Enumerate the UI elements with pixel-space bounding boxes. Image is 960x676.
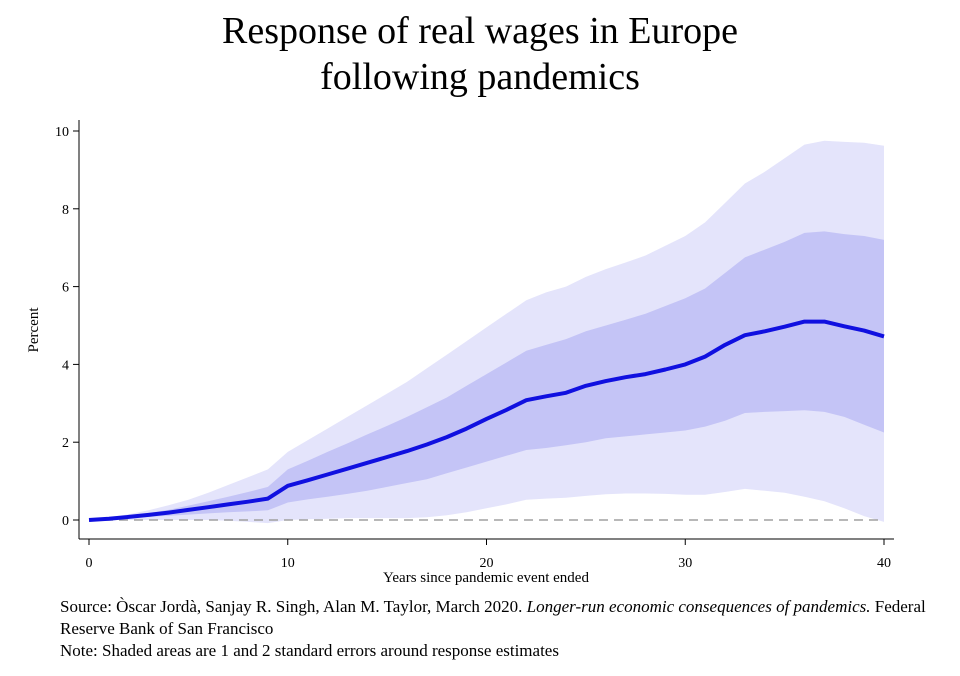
x-tick-label: 10 — [281, 556, 295, 571]
x-axis-label: Years since pandemic event ended — [383, 570, 589, 586]
y-tick-label: 8 — [62, 203, 69, 218]
source-citation: Source: Òscar Jordà, Sanjay R. Singh, Al… — [60, 596, 940, 640]
confidence-bands — [89, 140, 884, 524]
x-tick-label: 20 — [480, 556, 494, 571]
chart-source-notes: Source: Òscar Jordà, Sanjay R. Singh, Al… — [60, 596, 940, 662]
source-prefix: Source: Òscar Jordà, Sanjay R. Singh, Al… — [60, 597, 527, 616]
source-paper-title: Longer-run economic consequences of pand… — [526, 597, 871, 616]
x-tick-label: 0 — [86, 556, 93, 571]
chart-title-line-2: following pandemics — [320, 56, 640, 98]
y-tick-label: 2 — [62, 436, 69, 451]
x-tick-label: 30 — [678, 556, 692, 571]
band-1-standard-error — [89, 231, 884, 520]
chart-title-line-1: Response of real wages in Europe — [221, 10, 738, 52]
y-tick-label: 0 — [62, 514, 69, 529]
y-tick-label: 6 — [62, 281, 69, 296]
y-axis-label: Percent — [26, 307, 42, 353]
wage-response-chart: 0 2 4 6 8 10 0 10 20 30 40 Years since pandemic e… — [26, 120, 894, 586]
y-tick-label: 4 — [62, 358, 69, 373]
y-axis-ticks: 0 2 4 6 8 10 — [55, 125, 79, 529]
x-tick-label: 40 — [877, 556, 891, 571]
series-line-real-wages — [88, 319, 885, 522]
x-axis-ticks: 0 10 20 30 40 — [86, 539, 891, 571]
chart-note: Note: Shaded areas are 1 and 2 standard … — [60, 641, 559, 660]
source-suffix: Federal Reserve Bank of San Francisco — [60, 597, 926, 638]
y-tick-label: 10 — [55, 125, 69, 140]
chart-title: Response of real wages in Europe followi… — [0, 8, 960, 100]
